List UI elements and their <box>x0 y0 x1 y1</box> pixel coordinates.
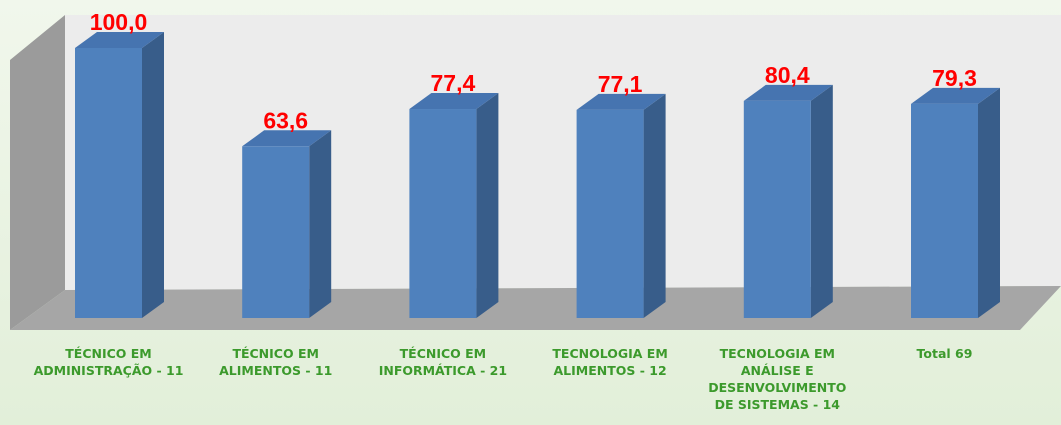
bar-top <box>409 93 499 110</box>
bar <box>743 100 811 318</box>
bar-side <box>643 93 666 318</box>
value-label: 77,4 <box>431 70 476 96</box>
value-label: 100,0 <box>90 9 148 35</box>
bar-side <box>142 32 164 318</box>
bar-top <box>242 130 332 147</box>
x-tick-label: Total 69 <box>916 346 973 361</box>
x-tick-label: TÉCNICO EM ALIMENTOS - 11 <box>219 346 333 378</box>
bar-side <box>309 130 332 318</box>
value-label: 63,6 <box>263 107 308 133</box>
bar <box>75 48 142 318</box>
side-wall <box>10 15 65 330</box>
x-tick-label: TÉCNICO EM ADMINISTRAÇÃO - 11 <box>33 346 184 378</box>
bar <box>911 103 978 318</box>
bar-top <box>911 87 1000 104</box>
bar-top <box>75 32 164 48</box>
bar-side <box>810 84 833 318</box>
value-label: 80,4 <box>765 62 810 88</box>
bar-top <box>576 93 666 110</box>
x-tick-label: TECNOLOGIA EM ALIMENTOS - 12 <box>552 346 668 378</box>
value-label: 77,1 <box>598 71 643 97</box>
floor <box>10 286 1061 330</box>
bar <box>409 109 477 319</box>
x-tick-label: TECNOLOGIA EM ANÁLISE E DESENVOLVIMENTO … <box>708 346 847 412</box>
x-tick-label: TÉCNICO EM INFORMÁTICA - 21 <box>378 346 508 378</box>
bar-side <box>978 87 1000 318</box>
bar-top <box>743 84 833 101</box>
bar <box>242 146 310 318</box>
value-label: 79,3 <box>932 65 977 91</box>
bar <box>576 109 644 318</box>
bar-side <box>476 93 499 319</box>
